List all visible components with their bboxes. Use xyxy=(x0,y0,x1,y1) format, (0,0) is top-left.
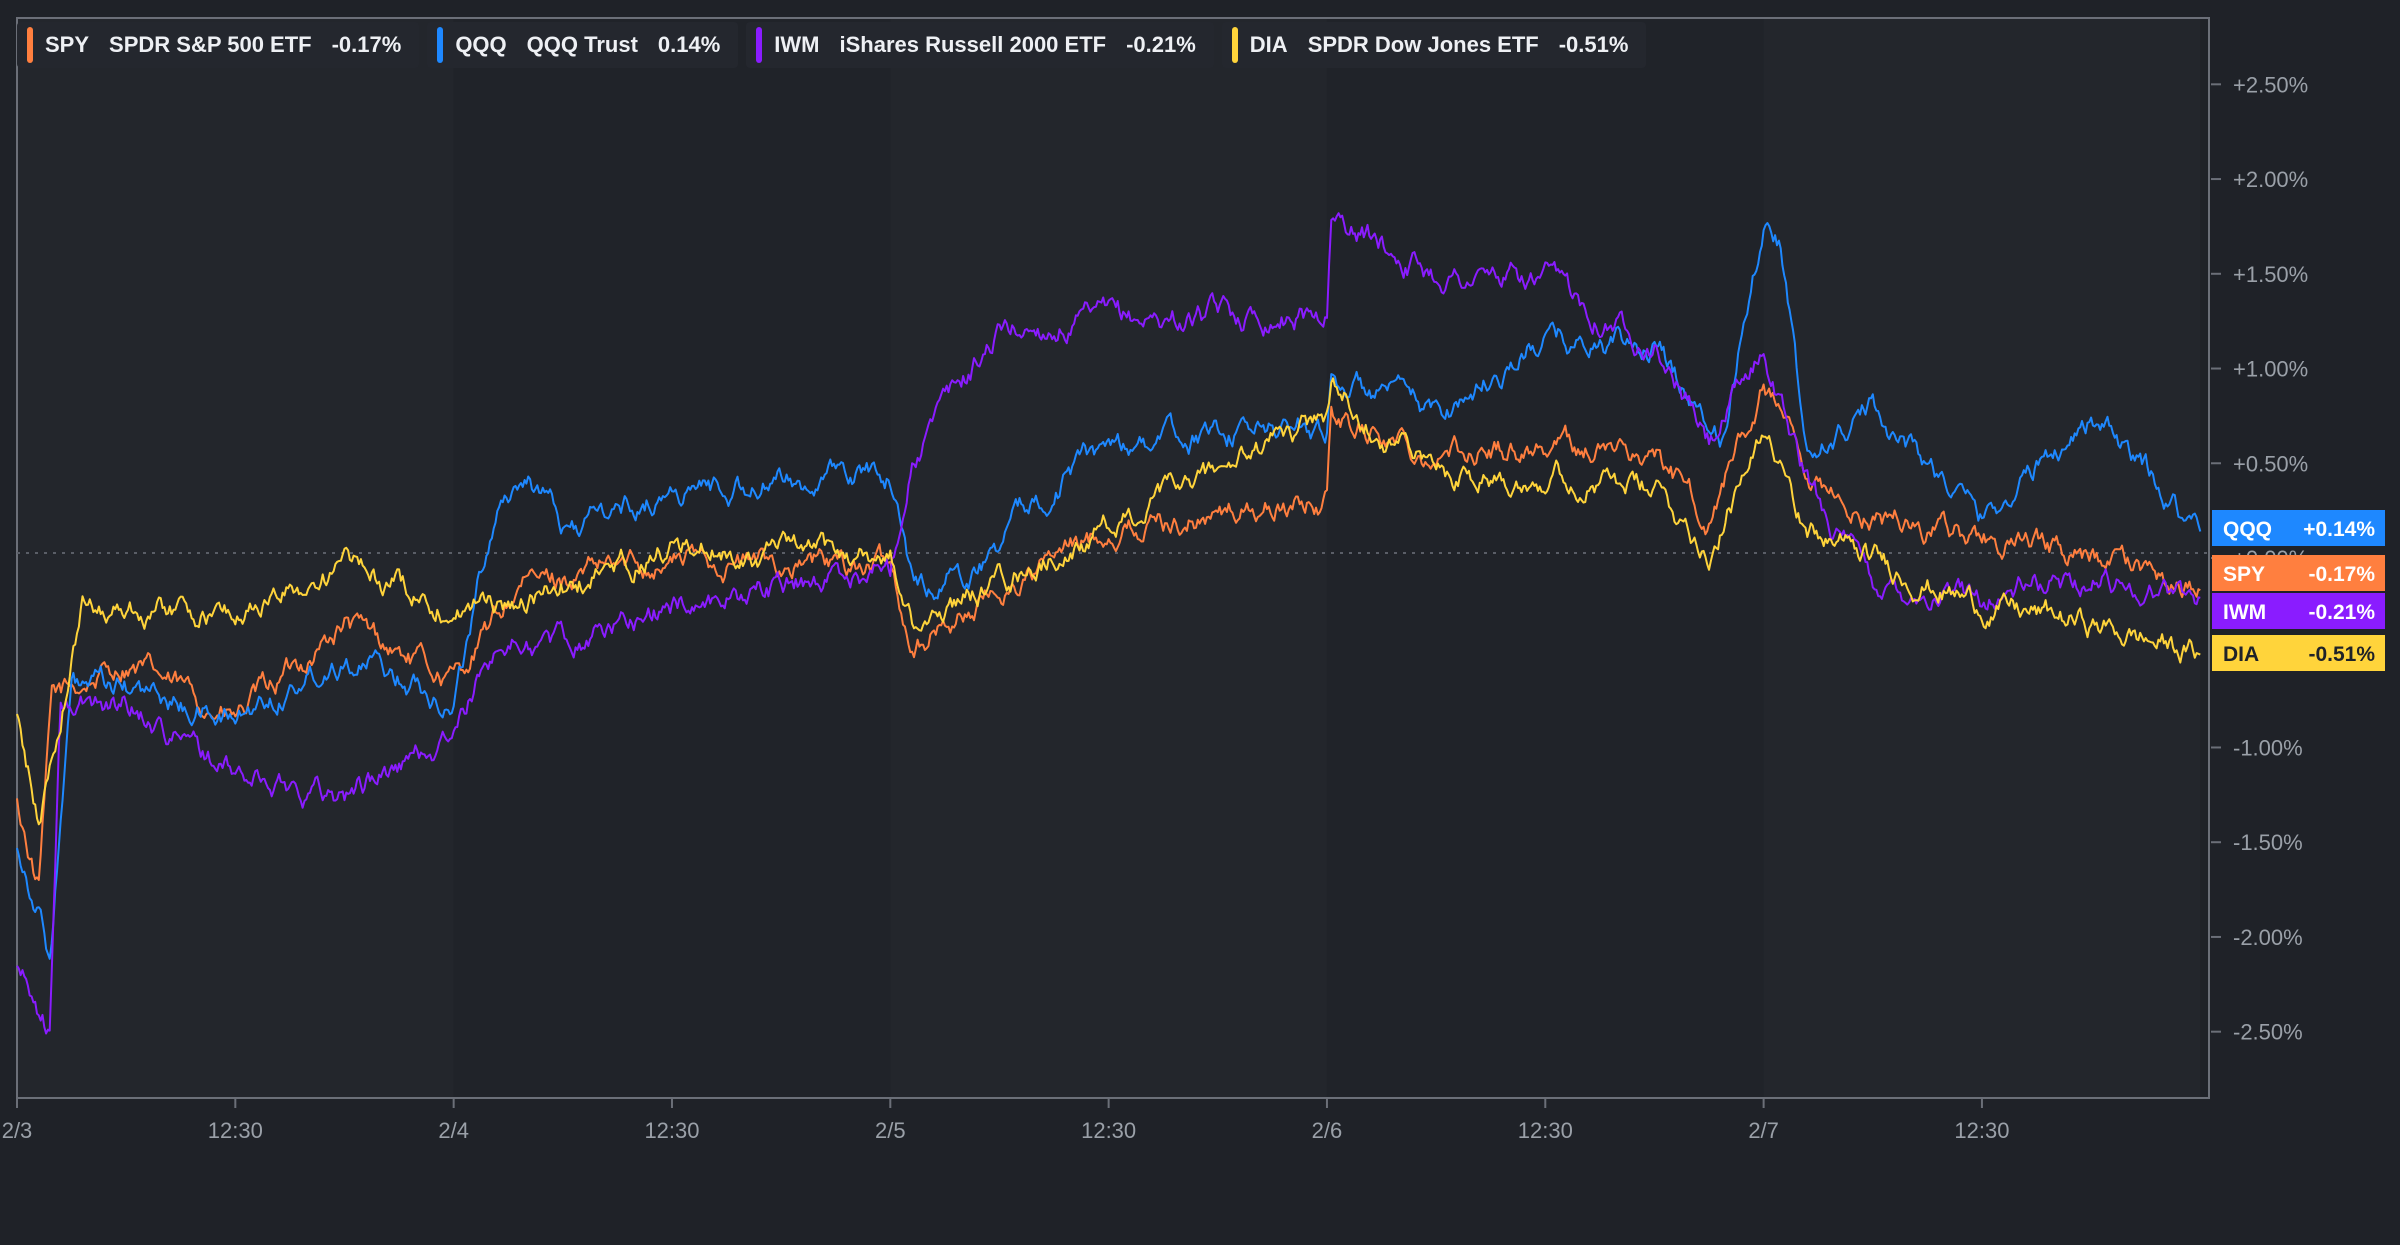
day-band xyxy=(1763,18,2201,1098)
legend-item-qqq[interactable]: QQQ QQQ Trust 0.14% xyxy=(427,22,739,68)
end-label-value: -0.17% xyxy=(2308,563,2375,586)
x-tick-label: 12:30 xyxy=(1954,1118,2009,1143)
y-tick-label: +2.00% xyxy=(2233,167,2308,192)
end-label-box xyxy=(2212,510,2385,546)
end-label-box xyxy=(2212,593,2385,629)
legend-swatch-dia xyxy=(1231,27,1238,63)
x-tick-label: 2/6 xyxy=(1312,1118,1343,1143)
plot-frame xyxy=(16,17,2210,1099)
legend-name: QQQ Trust xyxy=(526,32,638,57)
y-tick-label: -1.50% xyxy=(2233,830,2303,855)
legend-change: 0.14% xyxy=(657,32,721,57)
legend: SPY SPDR S&P 500 ETF -0.17% QQQ QQQ Trus… xyxy=(17,22,1647,68)
legend-name: iShares Russell 2000 ETF xyxy=(839,32,1107,57)
x-tick-label: 12:30 xyxy=(1518,1118,1573,1143)
y-tick-label: +0.50% xyxy=(2233,451,2308,476)
end-label-box xyxy=(2212,555,2385,591)
legend-ticker: IWM xyxy=(774,32,820,57)
legend-ticker: SPY xyxy=(45,32,90,57)
end-label-ticker: QQQ xyxy=(2223,518,2272,541)
series-line-iwm xyxy=(16,212,2201,1035)
x-tick-label: 2/7 xyxy=(1748,1118,1779,1143)
end-label-spy: SPY -0.17% xyxy=(2212,555,2385,591)
day-band xyxy=(890,18,1327,1098)
x-tick-label: 12:30 xyxy=(644,1118,699,1143)
x-tick-label: 12:30 xyxy=(208,1118,263,1143)
series-line-dia xyxy=(16,377,2201,826)
legend-ticker: DIA xyxy=(1249,32,1288,57)
end-label-qqq: QQQ +0.14% xyxy=(2212,510,2385,546)
legend-swatch-spy xyxy=(27,27,33,63)
legend-swatch-qqq xyxy=(437,27,444,63)
end-label-dia: DIA -0.51% xyxy=(2212,635,2385,671)
series-line-spy xyxy=(16,383,2201,881)
end-label-value: +0.14% xyxy=(2303,518,2375,541)
end-label-value: -0.51% xyxy=(2308,643,2375,666)
legend-change: -0.17% xyxy=(331,32,402,57)
y-tick-label: +1.50% xyxy=(2233,262,2308,287)
end-label-value: -0.21% xyxy=(2308,601,2375,624)
legend-change: -0.51% xyxy=(1558,32,1629,57)
end-label-ticker: SPY xyxy=(2223,563,2265,586)
legend-name: SPDR Dow Jones ETF xyxy=(1307,32,1539,57)
series-line-qqq xyxy=(16,222,2202,960)
legend-swatch-iwm xyxy=(756,27,763,63)
day-band xyxy=(17,18,454,1098)
y-axis: +2.50%+2.00%+1.50%+1.00%+0.50%+0.00%-1.0… xyxy=(2211,72,2308,1045)
legend-change: -0.21% xyxy=(1126,32,1196,57)
y-tick-label: +1.00% xyxy=(2233,357,2308,382)
x-tick-label: 2/4 xyxy=(438,1118,469,1143)
series-layer xyxy=(16,212,2202,1035)
legend-name: SPDR S&P 500 ETF xyxy=(109,32,312,57)
end-label-box xyxy=(2212,635,2385,671)
day-bands xyxy=(17,18,2201,1098)
x-axis: 2/3 12:30 2/4 12:30 2/5 12:30 2/6 12:30 2/7 12:30 xyxy=(2,1098,2009,1143)
end-label-ticker: DIA xyxy=(2223,643,2259,666)
legend-item-iwm[interactable]: IWM iShares Russell 2000 ETF -0.21% xyxy=(746,22,1214,68)
y-tick-label: -2.50% xyxy=(2233,1020,2303,1045)
end-label-iwm: IWM -0.21% xyxy=(2212,593,2385,629)
y-tick-label: -2.00% xyxy=(2233,925,2303,950)
x-tick-label: 2/5 xyxy=(875,1118,906,1143)
end-label-ticker: IWM xyxy=(2223,601,2266,624)
legend-item-spy[interactable]: SPY SPDR S&P 500 ETF -0.17% xyxy=(17,22,420,68)
y-tick-label: -1.00% xyxy=(2233,735,2303,760)
x-tick-label: 2/3 xyxy=(2,1118,33,1143)
x-tick-label: 12:30 xyxy=(1081,1118,1136,1143)
legend-item-dia[interactable]: DIA SPDR Dow Jones ETF -0.51% xyxy=(1221,22,1647,68)
end-labels: QQQ +0.14% SPY -0.17% IWM -0.21% DIA -0.51% xyxy=(2212,510,2385,671)
legend-ticker: QQQ xyxy=(455,32,507,57)
y-tick-label: +2.50% xyxy=(2233,72,2308,97)
day-band xyxy=(1326,18,1764,1098)
